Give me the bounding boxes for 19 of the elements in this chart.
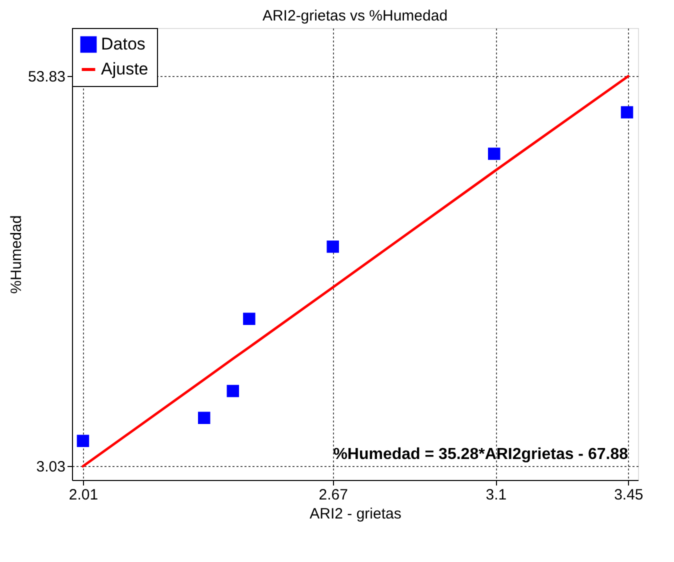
point (76, 434, 90, 448)
point (326, 240, 339, 253)
x-tick-label: 2.67 (318, 486, 348, 504)
y-tick-label: 53.83 (28, 68, 66, 86)
x-tick-label: 2.01 (68, 486, 98, 504)
point (488, 148, 500, 160)
x-axis-title: ARI2 - grietas (310, 506, 402, 522)
point (243, 312, 256, 325)
point (620, 106, 634, 118)
legend-label: Ajuste (101, 60, 148, 78)
point (198, 412, 210, 424)
annotation: %Humedad = 35.28*ARI2grietas - 67.88 (333, 446, 628, 463)
y-tick-label: 3.03 (36, 458, 66, 476)
chart-title: ARI2-grietas vs %Humedad (262, 8, 448, 24)
legend-label: Datos (101, 34, 146, 54)
point (226, 384, 240, 398)
x-tick-label: 3.1 (486, 486, 507, 504)
y-axis-title: %Humedad (8, 215, 25, 294)
x-tick-label: 3.45 (614, 486, 644, 504)
